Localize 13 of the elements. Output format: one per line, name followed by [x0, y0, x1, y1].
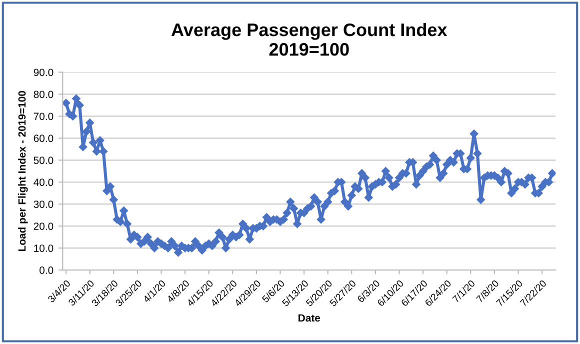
y-tick-label: 20.0 [34, 222, 54, 230]
y-tick-label: 60.0 [34, 134, 54, 142]
y-tick-label: 30.0 [34, 200, 54, 208]
y-tick-label: 10.0 [34, 244, 54, 252]
x-axis-title: Date [298, 314, 320, 322]
y-axis-title: Load per Flight Index - 2019=100 [18, 90, 28, 252]
y-tick-label: 0.0 [40, 266, 54, 274]
y-tick-label: 80.0 [34, 90, 54, 98]
chart-title: Average Passenger Count Index 2019=100 [171, 22, 448, 56]
y-tick-label: 90.0 [34, 68, 54, 76]
y-tick-label: 40.0 [34, 178, 54, 186]
y-tick-label: 70.0 [34, 112, 54, 120]
y-tick-label: 50.0 [34, 156, 54, 164]
